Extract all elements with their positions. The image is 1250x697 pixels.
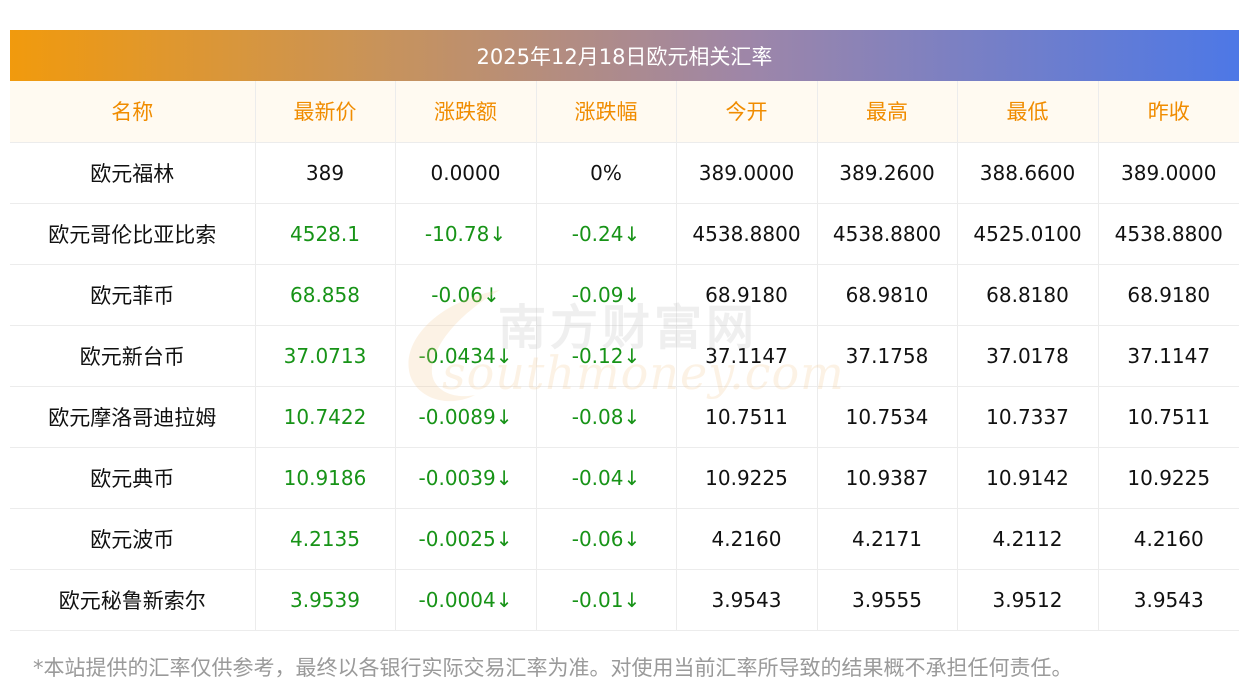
table-row: 欧元波币 4.2135 -0.0025↓ -0.06↓ 4.2160 4.2171 4.21… [10,508,1239,570]
cell-name: 欧元新台币 [10,325,256,387]
cell-latest: 37.0713 [255,325,396,387]
cell-name: 欧元哥伦比亚比索 [10,203,256,265]
cell-low: 10.9142 [957,447,1099,509]
cell-pct: -0.12↓ [536,325,677,387]
table-row: 欧元摩洛哥迪拉姆 10.7422 -0.0089↓ -0.08↓ 10.7511 10.7… [10,386,1239,448]
cell-pct: -0.09↓ [536,264,677,326]
cell-high: 68.9810 [817,264,958,326]
cell-prev: 389.0000 [1098,142,1239,204]
cell-high: 37.1758 [817,325,958,387]
header-prev: 昨收 [1098,81,1239,143]
cell-name: 欧元摩洛哥迪拉姆 [10,386,256,448]
cell-pct: -0.04↓ [536,447,677,509]
table-row: 欧元哥伦比亚比索 4528.1 -10.78↓ -0.24↓ 4538.8800 4538… [10,203,1239,265]
cell-open: 37.1147 [676,325,818,387]
cell-high: 4.2171 [817,508,958,570]
cell-pct: -0.06↓ [536,508,677,570]
cell-prev: 3.9543 [1098,569,1239,631]
cell-prev: 4.2160 [1098,508,1239,570]
header-pct: 涨跌幅 [536,81,677,143]
cell-latest: 10.7422 [255,386,396,448]
cell-latest: 68.858 [255,264,396,326]
cell-low: 4.2112 [957,508,1099,570]
cell-change: -0.0089↓ [395,386,537,448]
table-row: 欧元新台币 37.0713 -0.0434↓ -0.12↓ 37.1147 37.1758… [10,325,1239,387]
cell-name: 欧元福林 [10,142,256,204]
cell-open: 4538.8800 [676,203,818,265]
cell-change: -0.0004↓ [395,569,537,631]
cell-change: -0.0039↓ [395,447,537,509]
table-row: 欧元菲币 68.858 -0.06↓ -0.09↓ 68.9180 68.9810 68.8… [10,264,1239,326]
rates-table: 名称 最新价 涨跌额 涨跌幅 今开 最高 最低 昨收 欧元福林 389 0.0000… [10,81,1239,631]
cell-prev: 4538.8800 [1098,203,1239,265]
cell-pct: -0.24↓ [536,203,677,265]
cell-low: 68.8180 [957,264,1099,326]
header-open: 今开 [676,81,818,143]
cell-pct: -0.08↓ [536,386,677,448]
cell-open: 10.7511 [676,386,818,448]
cell-latest: 4528.1 [255,203,396,265]
cell-high: 10.7534 [817,386,958,448]
table-row: 欧元福林 389 0.0000 0% 389.0000 389.2600 388.6600 3… [10,142,1239,204]
cell-open: 4.2160 [676,508,818,570]
table-row: 欧元典币 10.9186 -0.0039↓ -0.04↓ 10.9225 10.9387 1… [10,447,1239,509]
rates-panel: 2025年12月18日欧元相关汇率 名称 最新价 涨跌额 涨跌幅 今开 最高 最… [10,30,1239,631]
cell-low: 37.0178 [957,325,1099,387]
table-title: 2025年12月18日欧元相关汇率 [10,30,1239,81]
cell-change: -0.0025↓ [395,508,537,570]
cell-latest: 389 [255,142,396,204]
cell-change: -0.06↓ [395,264,537,326]
header-high: 最高 [817,81,958,143]
cell-low: 4525.0100 [957,203,1099,265]
cell-open: 389.0000 [676,142,818,204]
header-row: 名称 最新价 涨跌额 涨跌幅 今开 最高 最低 昨收 [10,81,1239,143]
header-latest: 最新价 [255,81,396,143]
cell-prev: 68.9180 [1098,264,1239,326]
cell-prev: 10.7511 [1098,386,1239,448]
cell-low: 388.6600 [957,142,1099,204]
cell-name: 欧元典币 [10,447,256,509]
cell-pct: -0.01↓ [536,569,677,631]
cell-change: -10.78↓ [395,203,537,265]
cell-latest: 3.9539 [255,569,396,631]
cell-change: 0.0000 [395,142,537,204]
cell-low: 3.9512 [957,569,1099,631]
table-row: 欧元秘鲁新索尔 3.9539 -0.0004↓ -0.01↓ 3.9543 3.9555 3… [10,569,1239,631]
header-low: 最低 [957,81,1099,143]
header-name: 名称 [10,81,256,143]
cell-high: 3.9555 [817,569,958,631]
cell-open: 10.9225 [676,447,818,509]
cell-change: -0.0434↓ [395,325,537,387]
cell-low: 10.7337 [957,386,1099,448]
cell-latest: 10.9186 [255,447,396,509]
cell-latest: 4.2135 [255,508,396,570]
cell-high: 389.2600 [817,142,958,204]
disclaimer-text: *本站提供的汇率仅供参考，最终以各银行实际交易汇率为准。对使用当前汇率所导致的结… [33,656,1073,680]
cell-name: 欧元秘鲁新索尔 [10,569,256,631]
cell-prev: 37.1147 [1098,325,1239,387]
cell-prev: 10.9225 [1098,447,1239,509]
cell-high: 4538.8800 [817,203,958,265]
cell-name: 欧元波币 [10,508,256,570]
cell-name: 欧元菲币 [10,264,256,326]
cell-open: 3.9543 [676,569,818,631]
cell-pct: 0% [536,142,677,204]
cell-high: 10.9387 [817,447,958,509]
header-change: 涨跌额 [395,81,537,143]
cell-open: 68.9180 [676,264,818,326]
